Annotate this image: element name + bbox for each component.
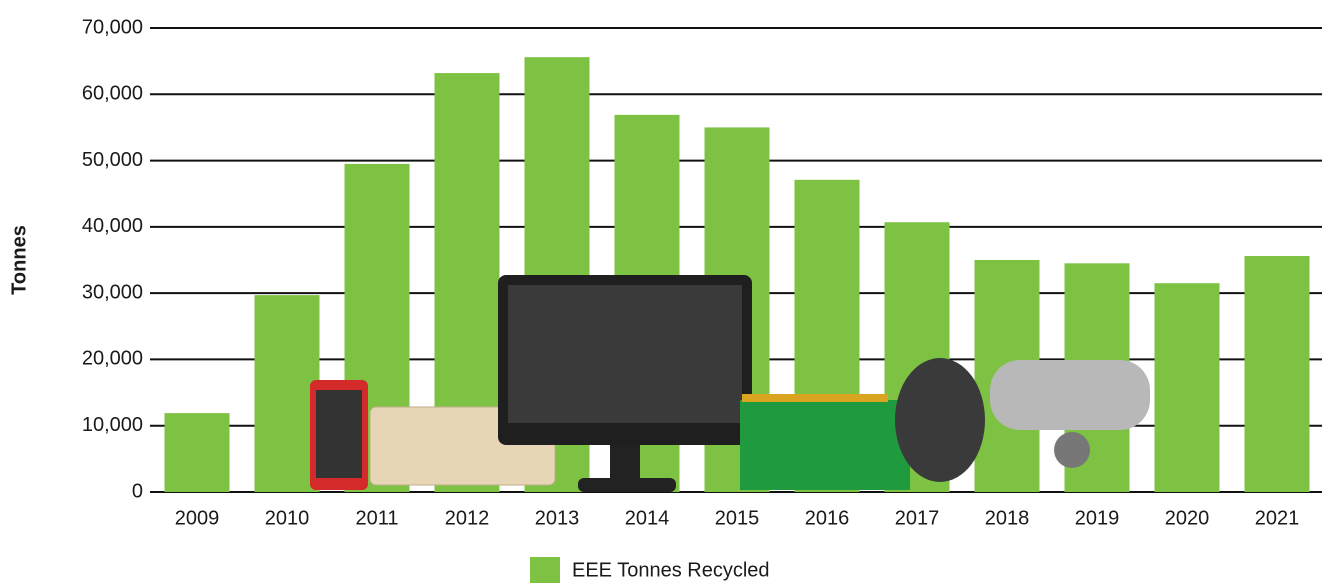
y-tick-label: 20,000 [82, 348, 143, 370]
x-tick-label: 2009 [175, 507, 220, 529]
bar [255, 295, 320, 492]
y-tick-label: 70,000 [82, 16, 143, 38]
x-tick-label: 2019 [1075, 507, 1120, 529]
y-tick-label: 50,000 [82, 149, 143, 171]
x-tick-label: 2020 [1165, 507, 1210, 529]
x-tick-label: 2018 [985, 507, 1030, 529]
monitor-stand [610, 440, 640, 480]
y-axis-label: Tonnes [8, 225, 30, 295]
bar [1155, 283, 1220, 492]
bar [165, 413, 230, 492]
x-tick-label: 2017 [895, 507, 940, 529]
legend: EEE Tonnes Recycled [530, 557, 770, 583]
y-tick-label: 0 [132, 480, 143, 502]
chart: Tonnes 0 10,000 20,000 30,000 40,000 50,000 60… [0, 0, 1322, 584]
x-tick-label: 2021 [1255, 507, 1300, 529]
x-tick-label: 2013 [535, 507, 580, 529]
ram-pins [742, 394, 888, 402]
monitor-base [578, 478, 676, 492]
legend-label: EEE Tonnes Recycled [572, 559, 770, 581]
bar [1245, 256, 1310, 492]
x-tick-label: 2011 [355, 507, 398, 529]
x-tick-label: 2012 [445, 507, 490, 529]
drone-body [990, 360, 1150, 430]
x-tick-label: 2016 [805, 507, 850, 529]
x-tick-label: 2015 [715, 507, 760, 529]
legend-swatch [530, 557, 560, 583]
y-tick-label: 30,000 [82, 281, 143, 303]
drone-camera [1054, 432, 1090, 468]
x-tick-label: 2014 [625, 507, 670, 529]
x-tick-label: 2010 [265, 507, 310, 529]
y-tick-label: 60,000 [82, 83, 143, 105]
ram-board [740, 400, 910, 490]
monitor-screen [508, 285, 742, 423]
y-tick-label: 40,000 [82, 215, 143, 237]
controller [895, 358, 985, 482]
phone-screen [316, 390, 362, 478]
y-tick-label: 10,000 [82, 414, 143, 436]
